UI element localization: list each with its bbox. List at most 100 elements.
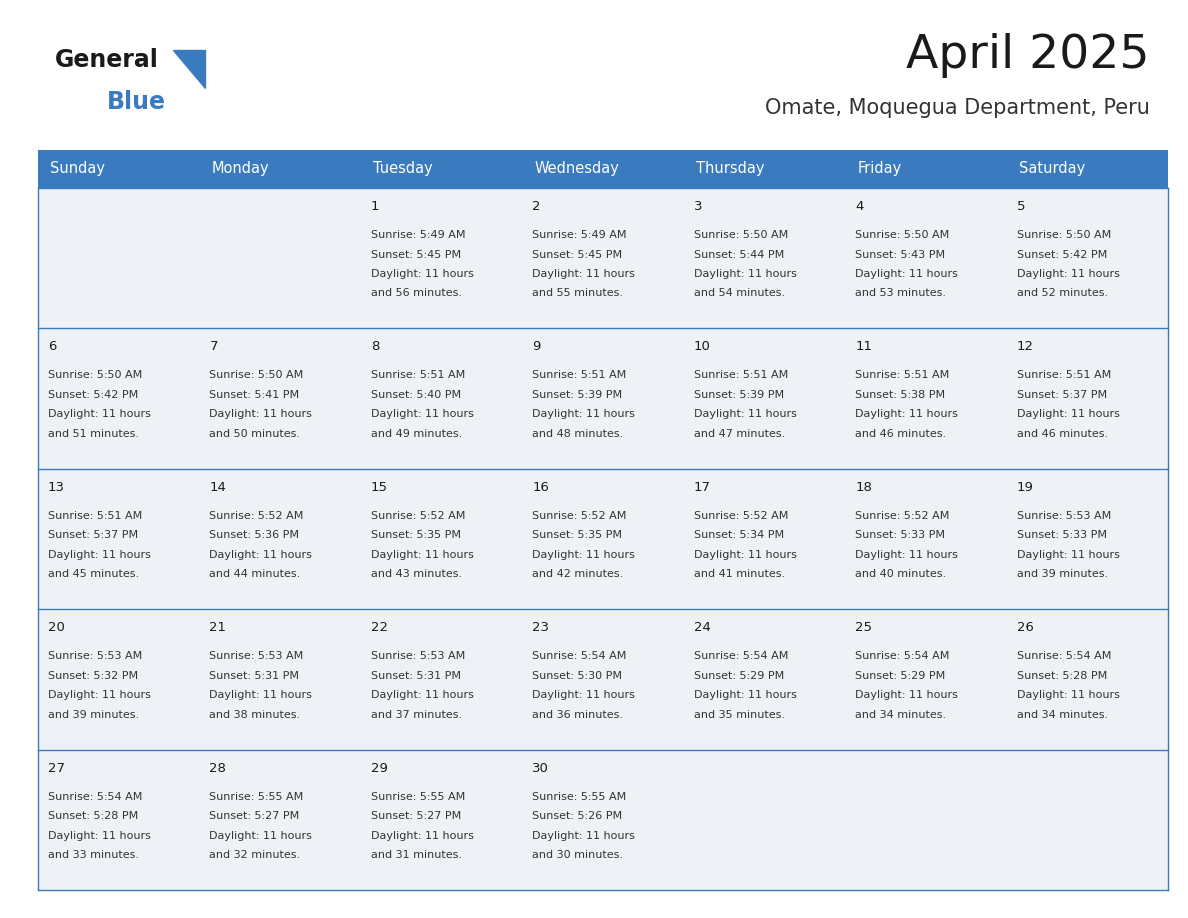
Text: Sunrise: 5:51 AM: Sunrise: 5:51 AM <box>855 370 949 380</box>
Text: Sunrise: 5:51 AM: Sunrise: 5:51 AM <box>532 370 626 380</box>
Text: and 40 minutes.: and 40 minutes. <box>855 569 947 579</box>
Text: 30: 30 <box>532 762 549 775</box>
Text: 15: 15 <box>371 481 387 494</box>
Text: Sunset: 5:39 PM: Sunset: 5:39 PM <box>694 390 784 400</box>
Text: Daylight: 11 hours: Daylight: 11 hours <box>855 269 958 279</box>
Text: Sunset: 5:36 PM: Sunset: 5:36 PM <box>209 531 299 541</box>
Text: 23: 23 <box>532 621 549 634</box>
Text: Sunset: 5:31 PM: Sunset: 5:31 PM <box>209 671 299 681</box>
Text: Daylight: 11 hours: Daylight: 11 hours <box>855 550 958 560</box>
Text: Sunrise: 5:55 AM: Sunrise: 5:55 AM <box>532 791 626 801</box>
Text: 8: 8 <box>371 341 379 353</box>
Text: Sunset: 5:37 PM: Sunset: 5:37 PM <box>1017 390 1107 400</box>
Text: Sunrise: 5:50 AM: Sunrise: 5:50 AM <box>48 370 143 380</box>
Text: and 48 minutes.: and 48 minutes. <box>532 429 624 439</box>
Text: Sunset: 5:34 PM: Sunset: 5:34 PM <box>694 531 784 541</box>
Text: and 33 minutes.: and 33 minutes. <box>48 850 139 860</box>
Text: Sunset: 5:28 PM: Sunset: 5:28 PM <box>1017 671 1107 681</box>
Text: 11: 11 <box>855 341 872 353</box>
Text: Daylight: 11 hours: Daylight: 11 hours <box>209 409 312 420</box>
Text: 2: 2 <box>532 200 541 213</box>
Text: 18: 18 <box>855 481 872 494</box>
Text: Sunrise: 5:53 AM: Sunrise: 5:53 AM <box>1017 510 1111 521</box>
Text: and 37 minutes.: and 37 minutes. <box>371 710 462 720</box>
Text: 24: 24 <box>694 621 710 634</box>
Text: and 52 minutes.: and 52 minutes. <box>1017 288 1107 298</box>
Text: Sunset: 5:42 PM: Sunset: 5:42 PM <box>1017 250 1107 260</box>
Text: and 51 minutes.: and 51 minutes. <box>48 429 139 439</box>
Text: Sunset: 5:31 PM: Sunset: 5:31 PM <box>371 671 461 681</box>
Text: Daylight: 11 hours: Daylight: 11 hours <box>855 409 958 420</box>
Text: Sunrise: 5:54 AM: Sunrise: 5:54 AM <box>532 651 626 661</box>
Text: Blue: Blue <box>107 90 166 114</box>
Text: and 54 minutes.: and 54 minutes. <box>694 288 785 298</box>
Text: Daylight: 11 hours: Daylight: 11 hours <box>532 550 636 560</box>
Text: 13: 13 <box>48 481 65 494</box>
Text: Sunrise: 5:50 AM: Sunrise: 5:50 AM <box>1017 230 1111 240</box>
Text: Monday: Monday <box>211 162 268 176</box>
Text: 10: 10 <box>694 341 710 353</box>
Text: Sunrise: 5:50 AM: Sunrise: 5:50 AM <box>209 370 304 380</box>
Polygon shape <box>173 50 206 88</box>
Text: and 56 minutes.: and 56 minutes. <box>371 288 462 298</box>
Text: Sunrise: 5:53 AM: Sunrise: 5:53 AM <box>209 651 304 661</box>
Text: 7: 7 <box>209 341 217 353</box>
Text: Daylight: 11 hours: Daylight: 11 hours <box>532 269 636 279</box>
Text: Sunrise: 5:55 AM: Sunrise: 5:55 AM <box>209 791 304 801</box>
Text: Daylight: 11 hours: Daylight: 11 hours <box>1017 550 1119 560</box>
Text: Daylight: 11 hours: Daylight: 11 hours <box>1017 690 1119 700</box>
Text: Wednesday: Wednesday <box>535 162 619 176</box>
Text: 28: 28 <box>209 762 226 775</box>
Text: Sunrise: 5:52 AM: Sunrise: 5:52 AM <box>694 510 788 521</box>
Text: and 55 minutes.: and 55 minutes. <box>532 288 624 298</box>
Text: Daylight: 11 hours: Daylight: 11 hours <box>48 550 151 560</box>
Text: Tuesday: Tuesday <box>373 162 432 176</box>
Text: Sunset: 5:42 PM: Sunset: 5:42 PM <box>48 390 138 400</box>
Text: Daylight: 11 hours: Daylight: 11 hours <box>694 409 797 420</box>
Text: 20: 20 <box>48 621 65 634</box>
Text: Daylight: 11 hours: Daylight: 11 hours <box>209 831 312 841</box>
Text: Sunrise: 5:54 AM: Sunrise: 5:54 AM <box>1017 651 1111 661</box>
Text: Sunrise: 5:50 AM: Sunrise: 5:50 AM <box>855 230 949 240</box>
Text: Sunset: 5:43 PM: Sunset: 5:43 PM <box>855 250 946 260</box>
Bar <box>38 610 1168 750</box>
Text: Daylight: 11 hours: Daylight: 11 hours <box>694 690 797 700</box>
Text: Omate, Moquegua Department, Peru: Omate, Moquegua Department, Peru <box>765 98 1150 118</box>
Text: 6: 6 <box>48 341 56 353</box>
Text: Sunset: 5:37 PM: Sunset: 5:37 PM <box>48 531 138 541</box>
Text: Sunset: 5:39 PM: Sunset: 5:39 PM <box>532 390 623 400</box>
Text: Sunrise: 5:54 AM: Sunrise: 5:54 AM <box>48 791 143 801</box>
Text: and 39 minutes.: and 39 minutes. <box>1017 569 1107 579</box>
Text: 9: 9 <box>532 341 541 353</box>
Text: Sunrise: 5:55 AM: Sunrise: 5:55 AM <box>371 791 466 801</box>
Text: Daylight: 11 hours: Daylight: 11 hours <box>371 831 474 841</box>
Text: Sunset: 5:27 PM: Sunset: 5:27 PM <box>209 812 299 821</box>
Text: and 46 minutes.: and 46 minutes. <box>855 429 947 439</box>
Bar <box>38 469 1168 610</box>
Text: Daylight: 11 hours: Daylight: 11 hours <box>371 409 474 420</box>
Text: Thursday: Thursday <box>696 162 764 176</box>
Text: 4: 4 <box>855 200 864 213</box>
Text: Daylight: 11 hours: Daylight: 11 hours <box>532 409 636 420</box>
Text: Sunrise: 5:52 AM: Sunrise: 5:52 AM <box>855 510 949 521</box>
Bar <box>38 150 1168 188</box>
Text: and 41 minutes.: and 41 minutes. <box>694 569 785 579</box>
Text: and 34 minutes.: and 34 minutes. <box>1017 710 1107 720</box>
Text: Sunrise: 5:51 AM: Sunrise: 5:51 AM <box>48 510 143 521</box>
Text: Sunset: 5:28 PM: Sunset: 5:28 PM <box>48 812 138 821</box>
Text: Sunrise: 5:54 AM: Sunrise: 5:54 AM <box>855 651 949 661</box>
Text: Daylight: 11 hours: Daylight: 11 hours <box>1017 269 1119 279</box>
Text: Daylight: 11 hours: Daylight: 11 hours <box>694 269 797 279</box>
Text: Daylight: 11 hours: Daylight: 11 hours <box>209 690 312 700</box>
Text: Sunset: 5:35 PM: Sunset: 5:35 PM <box>371 531 461 541</box>
Text: General: General <box>55 48 159 72</box>
Text: Sunset: 5:45 PM: Sunset: 5:45 PM <box>532 250 623 260</box>
Text: and 47 minutes.: and 47 minutes. <box>694 429 785 439</box>
Text: Sunset: 5:29 PM: Sunset: 5:29 PM <box>694 671 784 681</box>
Text: 3: 3 <box>694 200 702 213</box>
Text: and 53 minutes.: and 53 minutes. <box>855 288 946 298</box>
Text: and 39 minutes.: and 39 minutes. <box>48 710 139 720</box>
Text: 16: 16 <box>532 481 549 494</box>
Text: and 42 minutes.: and 42 minutes. <box>532 569 624 579</box>
Text: Daylight: 11 hours: Daylight: 11 hours <box>532 690 636 700</box>
